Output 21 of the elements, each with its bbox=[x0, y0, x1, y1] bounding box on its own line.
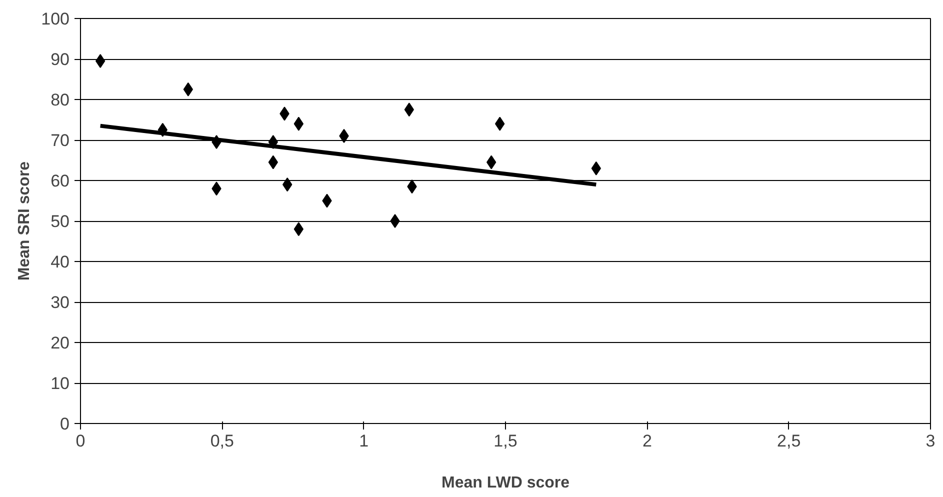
point bbox=[390, 214, 400, 228]
x-tick-label: 0,5 bbox=[210, 432, 234, 450]
y-axis-title: Mean SRI score bbox=[16, 161, 34, 281]
x-axis-title: Mean LWD score bbox=[441, 474, 570, 492]
y-tick-label: 10 bbox=[50, 374, 70, 393]
y-tick-label: 0 bbox=[60, 414, 70, 434]
y-tick-label: 100 bbox=[41, 10, 70, 28]
y-tick-label: 20 bbox=[50, 334, 70, 352]
x-tick-label: 2,5 bbox=[777, 432, 801, 450]
x-tick-label: 1 bbox=[359, 432, 369, 450]
y-tick-label: 70 bbox=[50, 131, 70, 150]
y-tick-label: 50 bbox=[50, 212, 70, 231]
x-tick-label: 3 bbox=[926, 432, 936, 450]
x-tick-label: 2 bbox=[642, 432, 652, 450]
x-tick-label: 1,5 bbox=[494, 432, 518, 450]
y-tick-label: 60 bbox=[50, 172, 70, 190]
y-tick-label: 40 bbox=[50, 252, 70, 272]
y-tick-label: 80 bbox=[50, 90, 70, 110]
y-tick-label: 30 bbox=[50, 293, 70, 312]
y-tick-label: 90 bbox=[50, 50, 70, 69]
x-tick-label: 0 bbox=[76, 432, 86, 450]
